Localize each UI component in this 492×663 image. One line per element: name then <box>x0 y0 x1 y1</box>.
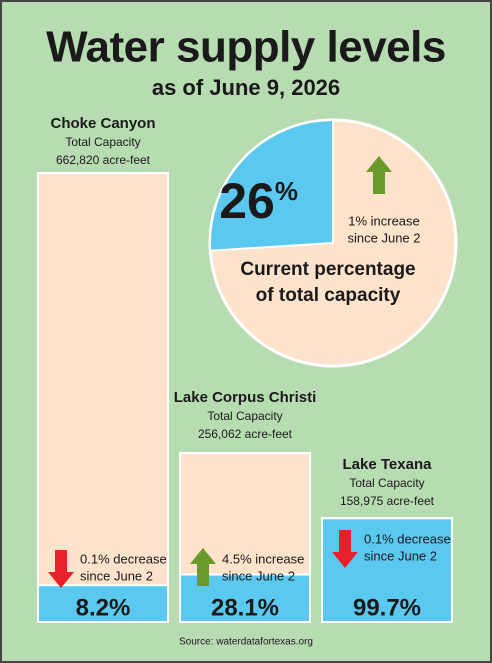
change-text: since June 2 <box>364 548 437 563</box>
change-text: 0.1% decrease <box>364 531 451 546</box>
pie-value: 26% <box>219 173 298 229</box>
tank <box>37 172 169 623</box>
capacity: 256,062 acre-feet <box>198 427 293 441</box>
water-level <box>37 584 169 624</box>
arrow-down <box>48 550 74 588</box>
pie-number: 26 <box>219 173 275 229</box>
percent-label: 99.7% <box>353 594 421 621</box>
source: Source: waterdatafortexas.org <box>179 637 313 648</box>
arrow-down <box>332 530 358 568</box>
capacity: 158,975 acre-feet <box>340 494 435 508</box>
reservoir-name: Choke Canyon <box>50 115 155 132</box>
subtitle: as of June 9, 2026 <box>152 75 340 100</box>
change-text: since June 2 <box>80 568 153 583</box>
pie-unit: % <box>275 176 298 206</box>
percent-label: 8.2% <box>76 594 131 621</box>
pie-change: since June 2 <box>348 230 421 245</box>
pie-slice <box>209 118 334 252</box>
pie-caption: of total capacity <box>256 285 401 306</box>
change-text: 0.1% decrease <box>80 551 167 566</box>
reservoir-name: Lake Corpus Christi <box>174 389 317 406</box>
reservoir-name: Lake Texana <box>343 456 433 473</box>
arrow-up <box>366 156 392 194</box>
capacity-label: Total Capacity <box>207 409 282 423</box>
capacity-label: Total Capacity <box>65 135 140 149</box>
change-text: since June 2 <box>222 568 295 583</box>
pie-caption: Current percentage <box>240 259 415 280</box>
title: Water supply levels <box>46 23 446 72</box>
capacity-label: Total Capacity <box>349 476 424 490</box>
arrow-up <box>190 548 216 586</box>
pie-change: 1% increase <box>348 213 420 228</box>
change-text: 4.5% increase <box>222 551 304 566</box>
percent-label: 28.1% <box>211 594 279 621</box>
capacity: 662,820 acre-feet <box>56 153 151 167</box>
